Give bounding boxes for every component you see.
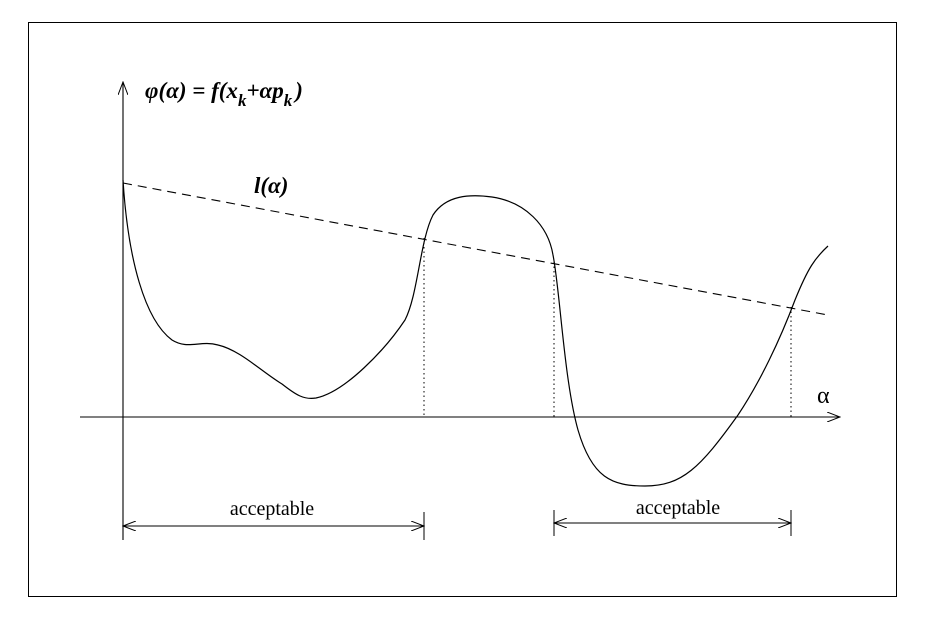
x-axis-label: α <box>817 383 830 409</box>
y-label-close: ) <box>293 78 303 103</box>
sufficient-decrease-line <box>122 182 829 316</box>
acceptable-region-2: acceptable <box>554 497 791 536</box>
y-label-sub1: k <box>238 91 247 110</box>
phi-curve <box>122 179 829 487</box>
y-label-prefix: φ(α) = <box>145 78 211 103</box>
figure-frame <box>28 22 897 597</box>
acceptable-region-1: acceptable <box>123 498 424 540</box>
y-label-mid: +αp <box>246 78 283 103</box>
acceptable-label-1: acceptable <box>230 498 314 520</box>
line-label: l(α) <box>254 173 288 198</box>
y-label-f: f(x <box>211 78 238 103</box>
y-axis-label: φ(α) = f(xk+αpk) <box>145 78 303 110</box>
acceptable-label-2: acceptable <box>636 497 720 519</box>
y-label-sub2: k <box>284 91 293 110</box>
